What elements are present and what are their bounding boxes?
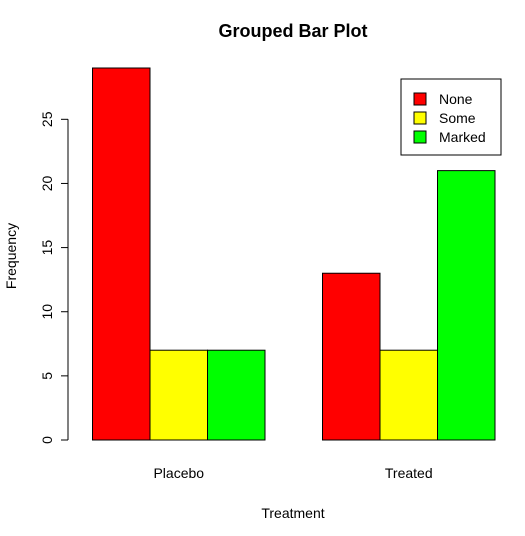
y-tick-label: 5 [39,372,55,380]
y-tick-label: 15 [39,240,55,256]
y-tick-label: 10 [39,304,55,320]
chart-title: Grouped Bar Plot [218,21,367,41]
y-tick-label: 25 [39,111,55,127]
legend-swatch-marked [413,130,427,144]
x-tick-label-treated: Treated [385,465,433,481]
y-tick-label: 20 [39,175,55,191]
legend-swatch-some [413,111,427,125]
bar-placebo-marked [207,349,266,441]
legend-label-none: None [439,91,473,107]
legend-label-some: Some [439,110,476,126]
y-axis: 0 5 10 15 20 25 [39,111,69,444]
x-axis-labels: Placebo Treated [153,465,432,481]
bar-treated-some [379,349,438,441]
bars-layer [92,67,496,441]
legend: None Some Marked [400,78,502,156]
bar-placebo-some [149,349,208,441]
bar-placebo-none [92,67,151,441]
y-tick-label: 0 [39,436,55,444]
bar-treated-none [322,272,381,441]
x-axis-label: Treatment [261,505,324,521]
bar-treated-marked [437,170,496,441]
legend-swatch-none [413,92,427,106]
y-axis-label: Frequency [3,223,19,289]
x-tick-label-placebo: Placebo [153,465,204,481]
legend-label-marked: Marked [439,129,486,145]
